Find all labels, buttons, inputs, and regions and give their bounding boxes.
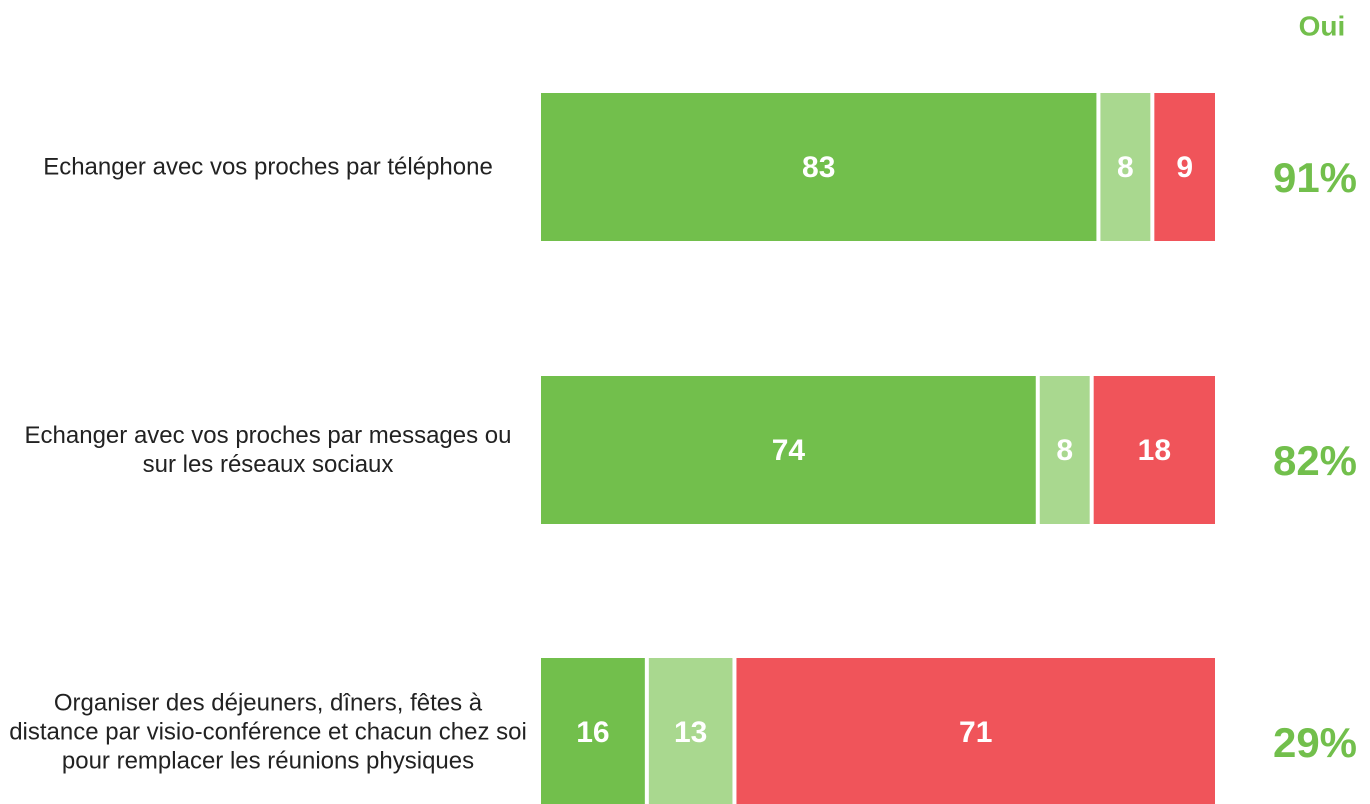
bar-segment	[1039, 376, 1090, 524]
segment-label: 9	[1176, 151, 1193, 184]
total-label: 91%	[1273, 154, 1357, 201]
segment-label: 16	[576, 716, 609, 749]
bar-segment	[1100, 93, 1151, 241]
segment-label: 13	[674, 716, 707, 749]
segment-label: 8	[1056, 434, 1073, 467]
segment-label: 83	[802, 151, 835, 184]
bar-segment	[736, 658, 1215, 804]
segment-label: 71	[959, 716, 992, 749]
totals-title: Oui	[1299, 10, 1346, 41]
bar-segment	[648, 658, 733, 804]
segment-label: 8	[1117, 151, 1134, 184]
segment-label: 18	[1138, 434, 1171, 467]
bar-segment	[541, 376, 1036, 524]
category-label: Echanger avec vos proches par téléphone	[43, 153, 493, 181]
bar-segment	[1154, 93, 1215, 241]
bar-segment	[541, 658, 645, 804]
category-label: Echanger avec vos proches par messages o…	[24, 422, 512, 478]
category-label: Organiser des déjeuners, dîners, fêtes à…	[9, 689, 527, 775]
bar-segment	[1093, 376, 1215, 524]
segment-label: 74	[772, 434, 806, 467]
total-label: 82%	[1273, 437, 1357, 484]
total-label: 29%	[1273, 719, 1357, 766]
bar-segment	[541, 93, 1097, 241]
